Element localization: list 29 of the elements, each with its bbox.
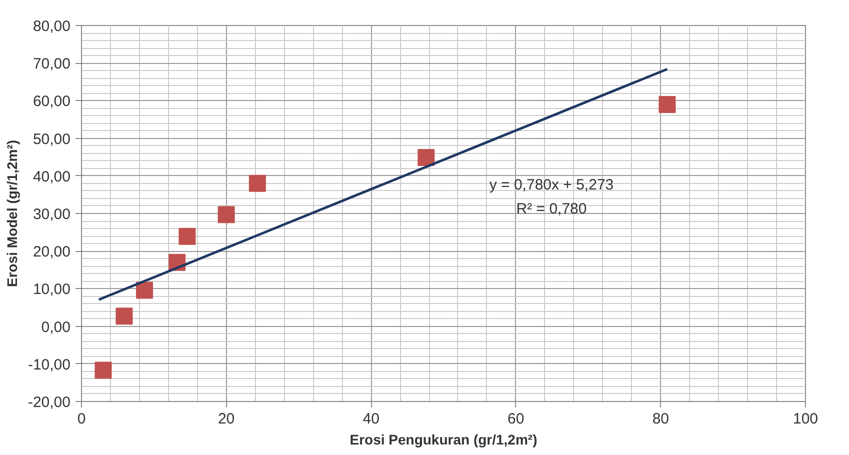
point [116,308,133,325]
x-axis-title: Erosi Pengukuran (gr/1,2m²) [350,432,538,448]
y-tick-label: 80,00 [32,18,71,35]
point [248,174,266,192]
y-tick-label: 0,00 [41,318,71,336]
point [218,206,235,224]
point [94,362,112,379]
annotation: y = 0,780x + 5,273 [489,176,614,194]
point [418,148,435,166]
y-tick-label: 30,00 [32,206,71,223]
y-tick-label: 60,00 [32,93,71,110]
y-axis-title: Erosi Model (gr/1,2m²) [4,140,20,288]
x-tick-label: 0 [77,410,86,428]
y-tick-label: 10,00 [32,281,71,298]
x-tick-label: 20 [218,410,235,428]
x-tick-label: 40 [362,410,380,428]
y-tick-label: 70,00 [32,56,71,73]
y-tick-label: -10,00 [28,356,71,374]
y-tick-label: 50,00 [32,130,71,148]
point [136,282,153,299]
x-tick-label: 100 [792,410,818,428]
x-tick-label: 80 [652,410,670,428]
annotation: R² = 0,780 [516,200,587,218]
y-tick-label: -20,00 [28,394,71,411]
point [658,96,676,113]
point [178,228,196,245]
x-tick-label: 60 [508,410,524,428]
y-tick-label: 20,00 [32,244,71,261]
y-tick-label: 40,00 [32,168,71,186]
